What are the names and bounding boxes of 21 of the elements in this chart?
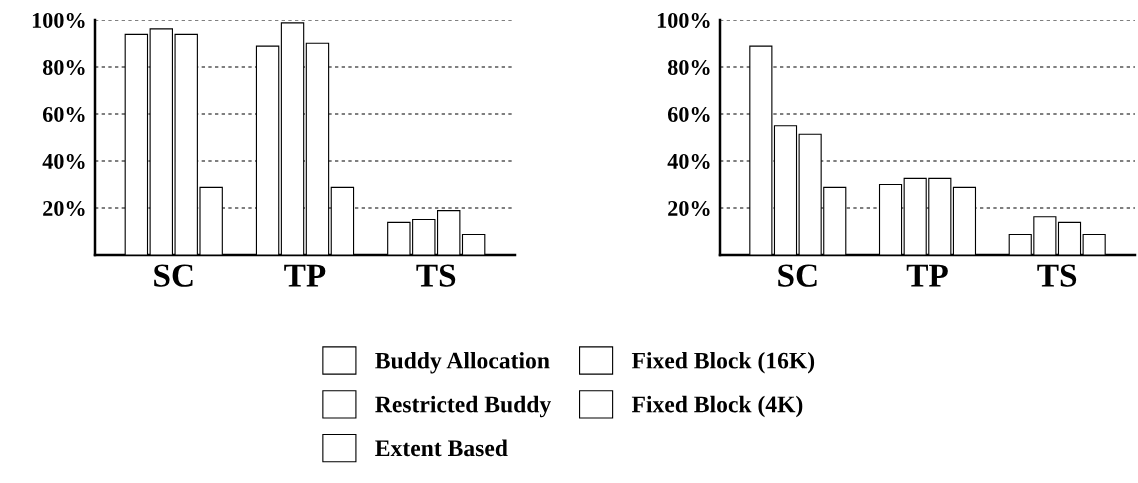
y-tick-label: 100% xyxy=(657,12,710,28)
y-tick-label: 40% xyxy=(42,153,85,169)
x-tick-label: TP xyxy=(906,264,948,287)
x-tick-label: TP xyxy=(284,264,326,287)
y-tick-label: 100% xyxy=(32,12,85,28)
y-tick-label: 80% xyxy=(42,59,85,75)
x-tick-label: SC xyxy=(154,264,193,287)
y-tick-label: 40% xyxy=(667,153,710,169)
y-tick-label: 20% xyxy=(668,200,710,216)
legend-label: Fixed Block (4K) xyxy=(631,395,803,418)
y-tick-label: 80% xyxy=(667,59,710,75)
y-tick-label: 20% xyxy=(43,200,85,216)
x-tick-label: SC xyxy=(778,264,817,287)
y-tick-label: 60% xyxy=(42,106,85,122)
legend-label: Fixed Block (16K) xyxy=(631,351,815,374)
y-tick-label: 60% xyxy=(667,106,710,122)
x-tick-label: TS xyxy=(1037,264,1077,287)
x-tick-label: TS xyxy=(416,264,456,287)
legend-label: Buddy Allocation xyxy=(375,351,550,374)
legend-label: Restricted Buddy xyxy=(375,395,551,418)
legend-label: Extent Based xyxy=(375,439,508,457)
